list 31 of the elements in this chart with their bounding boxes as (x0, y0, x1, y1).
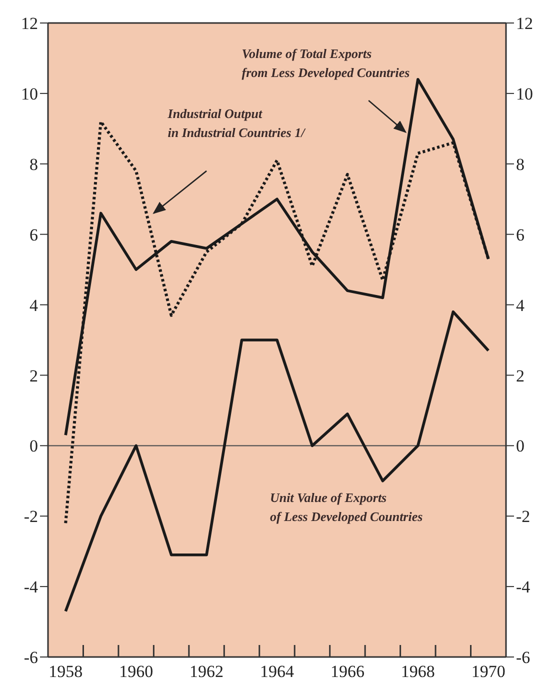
y2-tick-label: 4 (516, 296, 525, 315)
y2-tick-label: -6 (516, 648, 530, 668)
y2-tick-label: 0 (516, 436, 524, 456)
x-tick-label: 1964 (260, 662, 294, 682)
y2-tick-label: 6 (516, 225, 524, 244)
y-tick-label: 8 (30, 154, 38, 174)
y2-tick-label: 8 (516, 154, 524, 174)
y-tick-label: -2 (24, 507, 38, 526)
x-tick-label: 1958 (48, 662, 83, 682)
y2-tick-label: 2 (516, 366, 524, 386)
y2-tick-label: -4 (516, 578, 531, 597)
y2-tick-label: -2 (516, 507, 530, 526)
y-tick-label: 12 (21, 14, 38, 34)
x-tick-label: 1960 (119, 662, 154, 682)
series-label: Volume of Total Exports from Less Developed Countries (242, 46, 410, 80)
text: Industrial Output in Industrial Countries 1/ (166, 106, 306, 140)
y-tick-label: 0 (30, 436, 38, 456)
text: Unit Value of Exports of Less Developed Countries (270, 490, 423, 524)
y-tick-label: 2 (30, 366, 38, 386)
line-series (64, 310, 490, 613)
x-tick-label: 1962 (190, 662, 224, 682)
y-tick-label: -6 (24, 648, 38, 668)
y2-tick-label: 10 (516, 84, 533, 104)
x-tick-label: 1966 (330, 662, 364, 682)
y-tick-label: -4 (24, 578, 38, 597)
y2-tick-label: 12 (516, 14, 533, 34)
y-tick-label: 10 (21, 84, 38, 104)
x-tick-label: 1970 (471, 662, 506, 682)
y-tick-label: 4 (30, 296, 38, 315)
y-tick-label: 6 (30, 225, 38, 244)
x-tick-label: 1968 (400, 662, 435, 682)
